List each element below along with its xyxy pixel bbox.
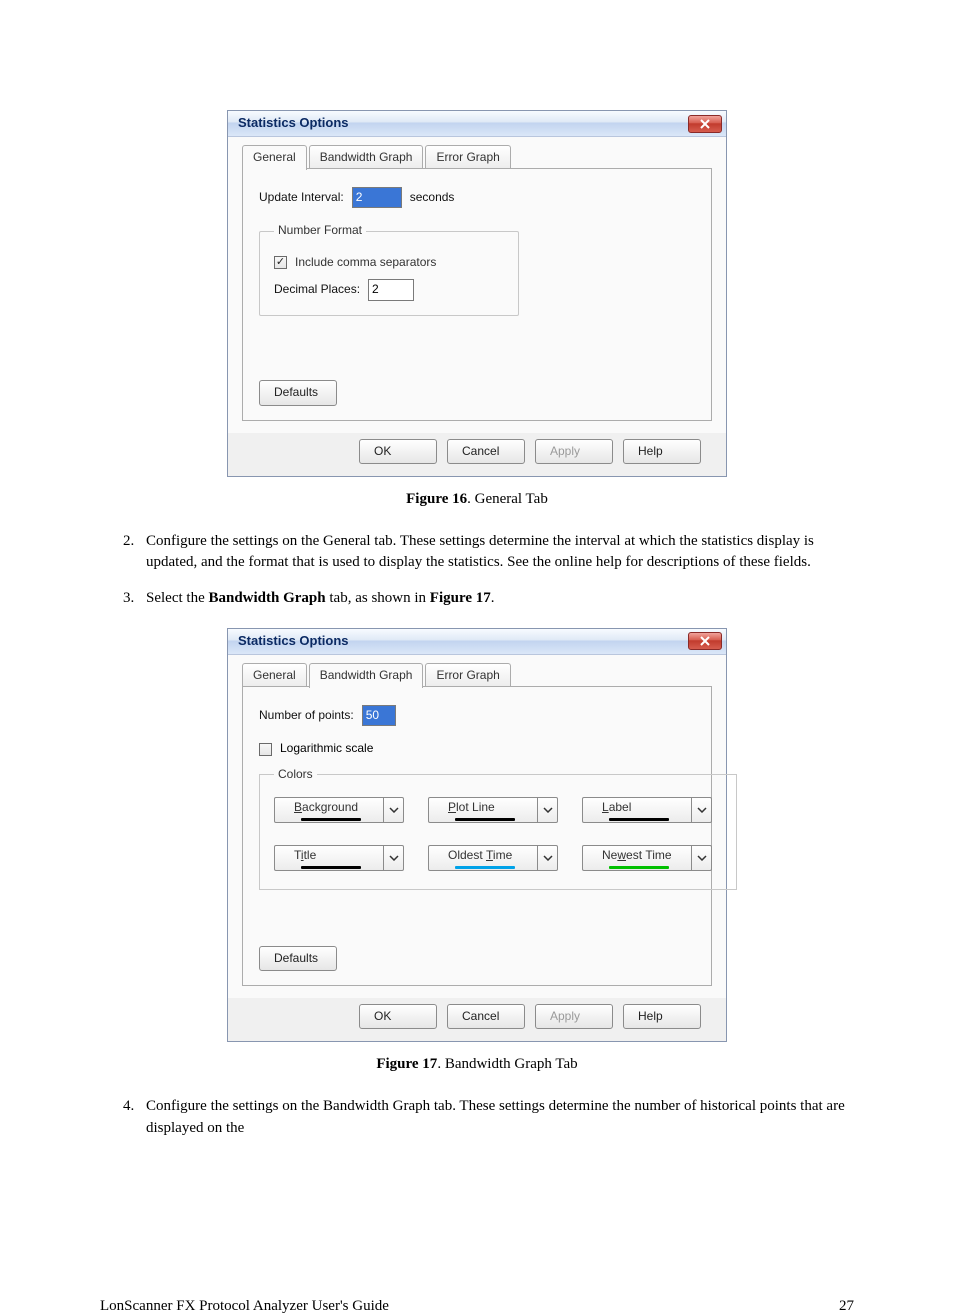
num-points-input[interactable] <box>362 705 396 726</box>
colors-legend: Colors <box>274 766 317 783</box>
color-title-label: Title <box>294 847 372 864</box>
step-list-2: Configure the settings on the Bandwidth … <box>100 1096 854 1140</box>
colors-group: Colors Background <box>259 766 737 890</box>
figure16-caption: Figure 16. General Tab <box>100 489 854 511</box>
seconds-label: seconds <box>410 189 455 206</box>
color-title-drop[interactable]: Title <box>274 845 404 871</box>
color-background-swatch <box>301 818 361 821</box>
help-button[interactable]: Help <box>623 439 701 464</box>
color-plotline-swatch <box>455 818 515 821</box>
tab-bandwidth-2[interactable]: Bandwidth Graph <box>309 663 424 688</box>
num-points-label: Number of points: <box>259 707 354 724</box>
tab-panel-general: Update Interval: seconds Number Format ✓… <box>242 168 712 421</box>
figure17-caption: Figure 17. Bandwidth Graph Tab <box>100 1054 854 1076</box>
color-newest-swatch <box>609 866 669 869</box>
color-newest-drop[interactable]: Newest Time <box>582 845 712 871</box>
color-newest-label: Newest Time <box>602 847 680 864</box>
chevron-down-icon[interactable] <box>537 797 557 823</box>
tab-error-2[interactable]: Error Graph <box>425 663 510 687</box>
tab-general[interactable]: General <box>242 145 307 170</box>
color-oldest-label: Oldest Time <box>448 847 526 864</box>
color-background-label: Background <box>294 799 372 816</box>
color-plotline-label: Plot Line <box>448 799 526 816</box>
color-label-swatch <box>609 818 669 821</box>
color-background-drop[interactable]: Background <box>274 797 404 823</box>
tab-general-2[interactable]: General <box>242 663 307 687</box>
defaults-button-2[interactable]: Defaults <box>259 946 337 971</box>
dialog-title-2: Statistics Options <box>238 632 349 651</box>
chevron-down-icon[interactable] <box>691 797 711 823</box>
chevron-down-icon[interactable] <box>691 845 711 871</box>
figure16-bold: Figure 16 <box>406 491 467 507</box>
color-label-drop[interactable]: Label <box>582 797 712 823</box>
help-button-2[interactable]: Help <box>623 1004 701 1029</box>
tab-panel-bandwidth: Number of points: Logarithmic scale Colo… <box>242 686 712 986</box>
color-label-label: Label <box>602 799 680 816</box>
page-footer: LonScanner FX Protocol Analyzer User's G… <box>0 1198 954 1315</box>
include-comma-checkbox[interactable]: ✓ <box>274 256 287 269</box>
update-interval-input[interactable] <box>352 187 402 208</box>
color-title-swatch <box>301 866 361 869</box>
decimal-places-input[interactable] <box>368 279 414 300</box>
figure17-bold: Figure 17 <box>376 1056 437 1072</box>
cancel-button[interactable]: Cancel <box>447 439 525 464</box>
apply-button-2: Apply <box>535 1004 613 1029</box>
dialog-title: Statistics Options <box>238 114 349 133</box>
close-icon-2[interactable] <box>688 632 722 650</box>
step-3: Select the Bandwidth Graph tab, as shown… <box>138 588 854 610</box>
color-oldest-drop[interactable]: Oldest Time <box>428 845 558 871</box>
footer-right: 27 <box>839 1298 854 1315</box>
number-format-legend: Number Format <box>274 222 366 239</box>
ok-button[interactable]: OK <box>359 439 437 464</box>
statistics-options-dialog-bandwidth: Statistics Options General Bandwidth Gra… <box>227 628 727 1042</box>
defaults-button[interactable]: Defaults <box>259 380 337 405</box>
apply-button: Apply <box>535 439 613 464</box>
chevron-down-icon[interactable] <box>383 845 403 871</box>
chevron-down-icon[interactable] <box>383 797 403 823</box>
ok-button-2[interactable]: OK <box>359 1004 437 1029</box>
number-format-group: Number Format ✓ Include comma separators… <box>259 222 519 315</box>
log-scale-label: Logarithmic scale <box>280 740 373 757</box>
cancel-button-2[interactable]: Cancel <box>447 1004 525 1029</box>
decimal-places-label: Decimal Places: <box>274 281 360 298</box>
statistics-options-dialog-general: Statistics Options General Bandwidth Gra… <box>227 110 727 477</box>
step-2: Configure the settings on the General ta… <box>138 531 854 575</box>
include-comma-label: Include comma separators <box>295 254 436 271</box>
tab-error[interactable]: Error Graph <box>425 145 510 169</box>
dialog-titlebar[interactable]: Statistics Options <box>228 111 726 137</box>
footer-left: LonScanner FX Protocol Analyzer User's G… <box>100 1298 389 1315</box>
step-4: Configure the settings on the Bandwidth … <box>138 1096 854 1140</box>
log-scale-checkbox[interactable] <box>259 743 272 756</box>
close-icon[interactable] <box>688 115 722 133</box>
update-interval-label: Update Interval: <box>259 189 344 206</box>
tab-bandwidth[interactable]: Bandwidth Graph <box>309 145 424 169</box>
color-plotline-drop[interactable]: Plot Line <box>428 797 558 823</box>
dialog-titlebar-2[interactable]: Statistics Options <box>228 629 726 655</box>
chevron-down-icon[interactable] <box>537 845 557 871</box>
step-list-1: Configure the settings on the General ta… <box>100 531 854 610</box>
color-oldest-swatch <box>455 866 515 869</box>
